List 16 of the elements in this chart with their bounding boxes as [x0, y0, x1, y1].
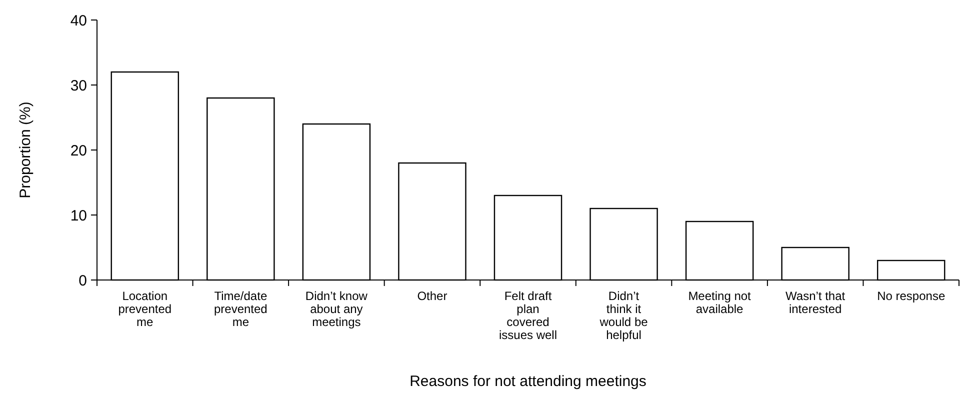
x-tick-label: Location prevented me — [118, 289, 172, 329]
x-tick-label: Meeting not available — [688, 289, 752, 316]
x-tick-label: Didn’t know about any meetings — [305, 289, 368, 329]
y-tick-label: 30 — [70, 77, 87, 94]
x-tick-label: Didn’t think it would be helpful — [598, 289, 648, 342]
x-tick-label: Other — [417, 289, 448, 303]
x-axis-title: Reasons for not attending meetings — [410, 373, 646, 390]
x-tick-label: No response — [877, 289, 946, 303]
y-tick-label: 10 — [70, 207, 87, 224]
y-tick-label: 40 — [70, 12, 87, 30]
x-tick-label: Time/date prevented me — [214, 289, 268, 329]
y-tick-label: 20 — [70, 142, 87, 160]
x-tick-label: Wasn’t that interested — [786, 289, 846, 316]
x-tick-label: Felt draft plan covered issues well — [498, 289, 558, 342]
y-tick-label: 0 — [78, 272, 87, 290]
y-axis-title: Proportion (%) — [17, 102, 34, 198]
